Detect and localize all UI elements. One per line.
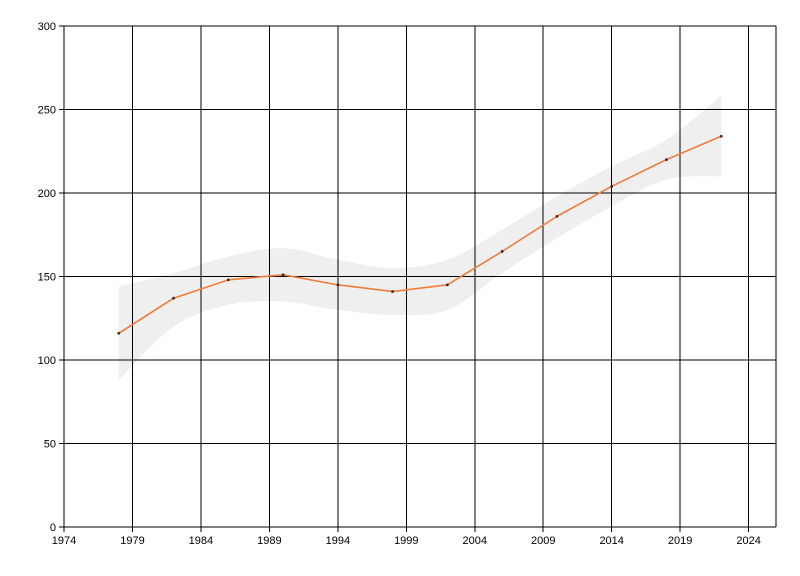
y-tick-label: 150 xyxy=(38,272,56,284)
grid-layer xyxy=(63,25,777,528)
y-tick-label: 200 xyxy=(38,188,56,200)
data-point xyxy=(500,250,504,253)
data-point xyxy=(445,283,449,287)
data-point xyxy=(719,134,723,138)
x-tick-label: 2014 xyxy=(599,535,623,547)
data-point xyxy=(555,214,559,218)
data-point xyxy=(336,283,340,287)
confidence-band xyxy=(118,96,722,381)
tick-label-layer: 1974 1979 1984 1989 1994 1999 2004 2009 2014 2019… xyxy=(38,21,761,547)
x-tick-label: 2024 xyxy=(736,535,760,547)
confidence-band-layer xyxy=(118,96,722,381)
data-point xyxy=(281,273,285,277)
x-tick-label: 1984 xyxy=(189,535,213,547)
y-tick-label: 100 xyxy=(38,355,56,367)
data-point xyxy=(172,296,175,300)
data-point xyxy=(665,158,668,162)
data-point xyxy=(391,290,395,293)
y-tick-label: 250 xyxy=(38,105,56,117)
x-tick-label: 1999 xyxy=(394,535,418,547)
axis-layer xyxy=(59,25,776,532)
y-tick-label: 0 xyxy=(50,522,56,534)
y-tick-label: 50 xyxy=(44,439,56,451)
x-tick-label: 2009 xyxy=(531,535,555,547)
data-point xyxy=(117,331,121,335)
series-line xyxy=(118,135,722,334)
x-tick-label: 2004 xyxy=(463,535,487,547)
x-tick-label: 1994 xyxy=(326,535,350,547)
x-tick-label: 1974 xyxy=(52,535,76,547)
x-tick-label: 1979 xyxy=(120,535,144,547)
data-point xyxy=(610,184,614,188)
x-tick-label: 1989 xyxy=(257,535,281,547)
series-layer xyxy=(117,134,723,335)
x-tick-label: 2019 xyxy=(668,535,692,547)
data-point xyxy=(226,278,230,282)
y-tick-label: 300 xyxy=(38,21,56,33)
